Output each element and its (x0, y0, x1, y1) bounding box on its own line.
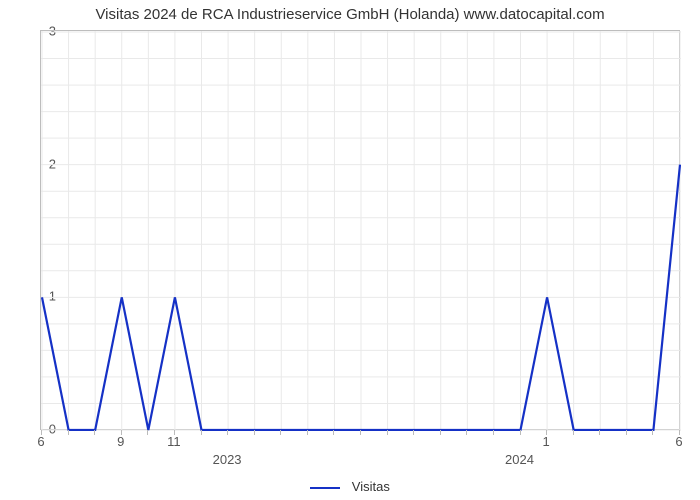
x-tick-mark (254, 430, 255, 435)
x-tick-mark (333, 430, 334, 435)
x-tick-label: 9 (117, 434, 124, 449)
x-tick-mark (466, 430, 467, 435)
x-tick-label: 6 (37, 434, 44, 449)
x-tick-mark (626, 430, 627, 435)
x-year-label: 2023 (213, 452, 242, 467)
x-tick-mark (201, 430, 202, 435)
x-tick-mark (227, 430, 228, 435)
x-tick-mark (652, 430, 653, 435)
legend-line-icon (310, 487, 340, 489)
line-series (41, 31, 681, 431)
plot-area (40, 30, 680, 430)
x-tick-mark (440, 430, 441, 435)
x-tick-mark (360, 430, 361, 435)
legend: Visitas (0, 479, 700, 494)
x-tick-mark (493, 430, 494, 435)
legend-label: Visitas (352, 479, 390, 494)
chart-container: Visitas 2024 de RCA Industrieservice Gmb… (0, 0, 700, 500)
x-tick-mark (573, 430, 574, 435)
x-tick-mark (94, 430, 95, 435)
x-tick-label: 6 (675, 434, 682, 449)
x-year-label: 2024 (505, 452, 534, 467)
x-tick-mark (280, 430, 281, 435)
x-tick-mark (520, 430, 521, 435)
x-tick-label: 1 (542, 434, 549, 449)
chart-title: Visitas 2024 de RCA Industrieservice Gmb… (0, 6, 700, 23)
x-tick-mark (147, 430, 148, 435)
x-tick-mark (387, 430, 388, 435)
x-tick-mark (599, 430, 600, 435)
x-tick-mark (413, 430, 414, 435)
x-tick-label: 11 (167, 434, 181, 449)
x-tick-mark (307, 430, 308, 435)
x-tick-mark (68, 430, 69, 435)
